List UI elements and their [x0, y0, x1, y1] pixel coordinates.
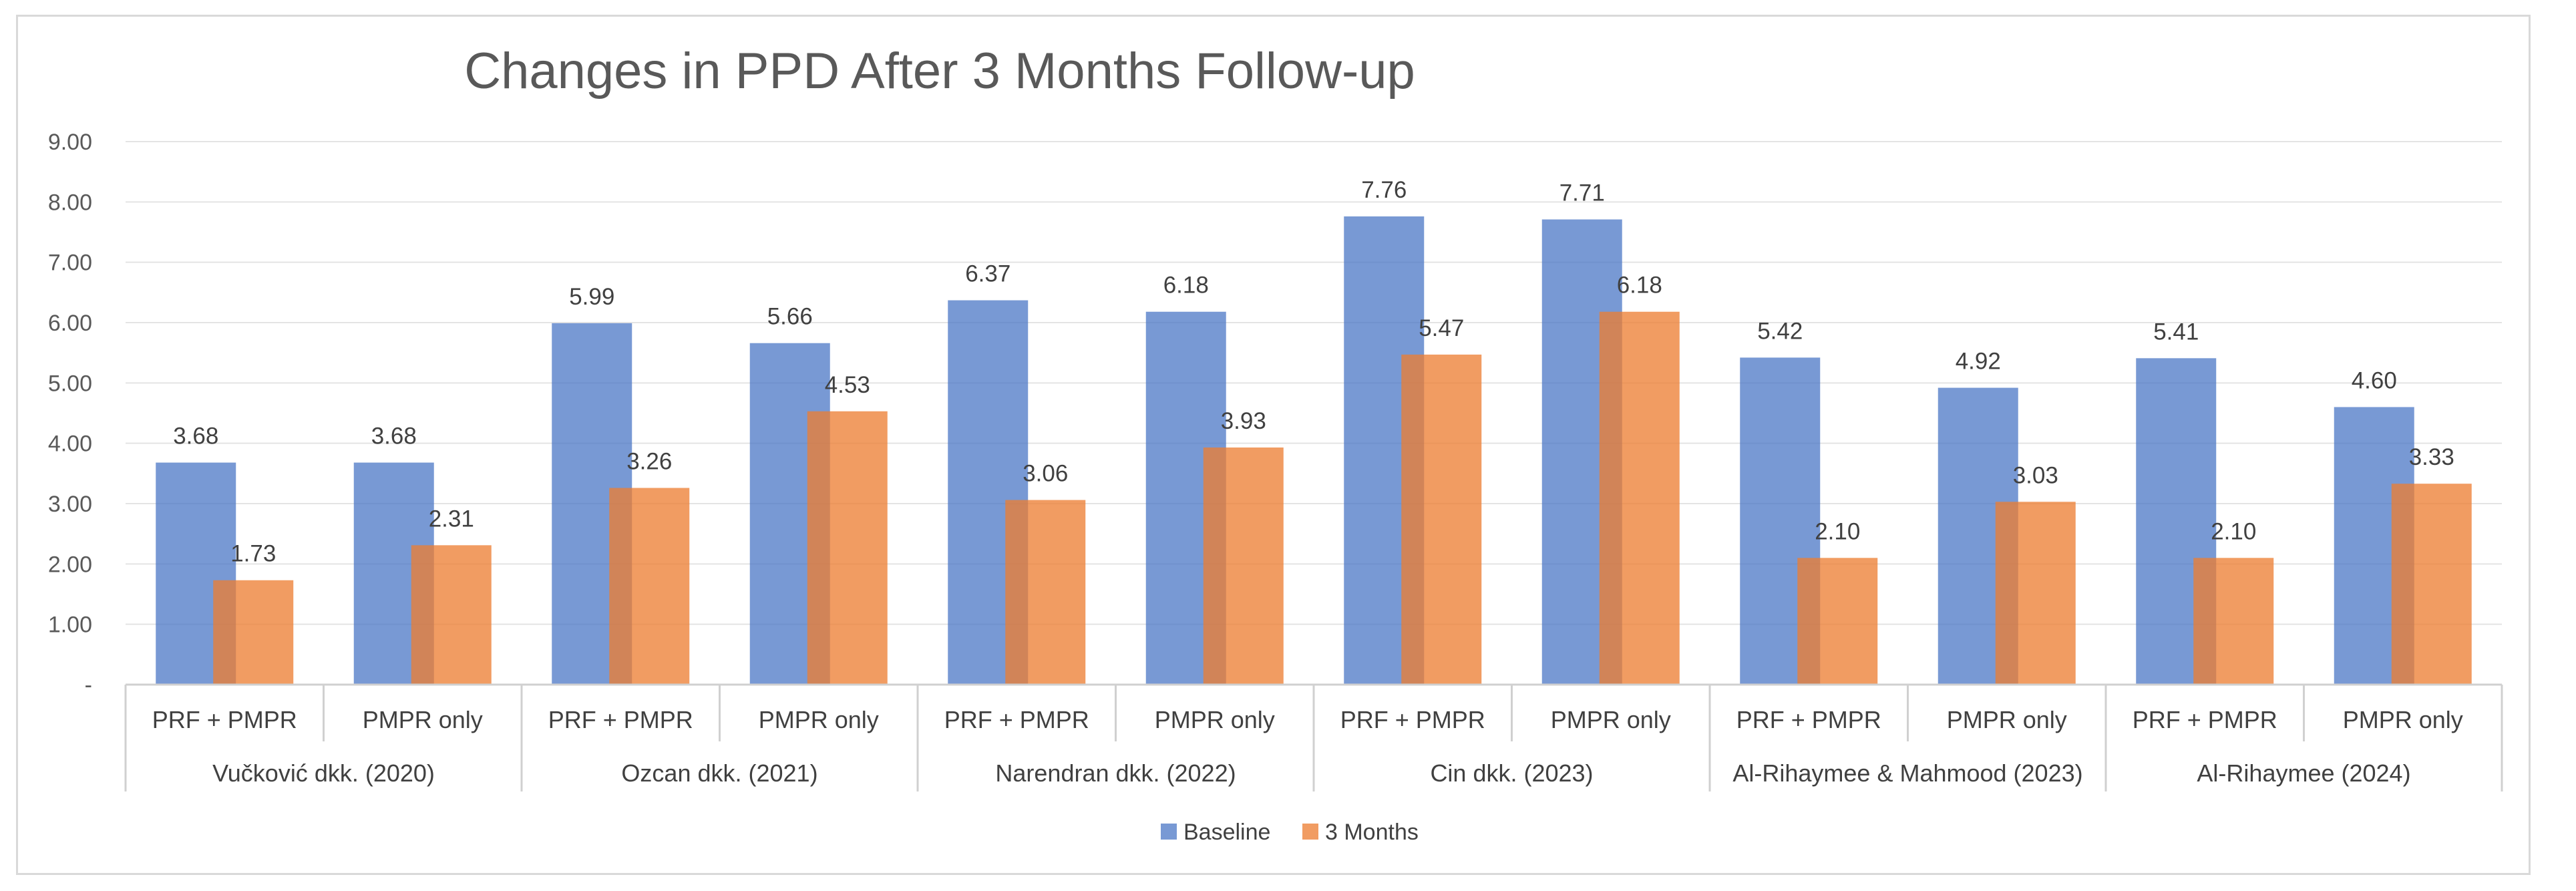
three-months-data-label: 5.47: [1419, 315, 1464, 341]
three-months-bar: [1797, 558, 1878, 685]
three-months-bar: [2193, 558, 2274, 685]
legend-label-baseline: Baseline: [1183, 820, 1270, 845]
three-months-bar: [213, 580, 294, 685]
group-label: Al-Rihaymee & Mahmood (2023): [1732, 759, 2082, 787]
x-axis: PRF + PMPR PMPR only PRF + PMPR PMPR only PR…: [124, 683, 2503, 791]
legend: Baseline 3 Months: [1161, 820, 1419, 845]
y-tick-label: 7.00: [48, 250, 92, 276]
baseline-data-label: 5.66: [767, 304, 813, 330]
category-label: PMPR only: [759, 706, 879, 733]
group-label: Vučković dkk. (2020): [212, 759, 435, 787]
three-months-data-label: 1.73: [230, 541, 276, 567]
baseline-data-label: 5.42: [1757, 318, 1803, 344]
category-label: PMPR only: [1947, 706, 2067, 733]
category-label: PRF + PMPR: [2133, 706, 2277, 733]
three-months-data-label: 3.93: [1221, 408, 1266, 434]
three-months-bar: [1995, 502, 2076, 685]
baseline-data-label: 4.92: [1956, 349, 2001, 375]
three-months-bar: [2391, 484, 2472, 685]
three-months-data-label: 4.53: [825, 372, 870, 398]
category-label: PRF + PMPR: [1736, 706, 1881, 733]
three-months-data-label: 2.10: [1815, 518, 1860, 544]
baseline-data-label: 5.99: [569, 284, 614, 310]
baseline-data-label: 7.71: [1559, 180, 1605, 206]
legend-label-three-months: 3 Months: [1325, 820, 1419, 845]
baseline-data-label: 5.41: [2153, 319, 2199, 345]
category-label: PRF + PMPR: [944, 706, 1089, 733]
three-months-bar: [1599, 311, 1680, 685]
category-label: PRF + PMPR: [1340, 706, 1485, 733]
three-months-data-label: 2.31: [429, 506, 474, 532]
y-tick-label: 2.00: [48, 552, 92, 577]
category-label: PMPR only: [1155, 706, 1275, 733]
y-tick-label: -: [85, 673, 92, 698]
group-label: Cin dkk. (2023): [1430, 759, 1593, 787]
category-label: PRF + PMPR: [548, 706, 693, 733]
three-months-bar: [411, 545, 492, 685]
three-months-data-label: 3.33: [2409, 444, 2454, 470]
group-label: Ozcan dkk. (2021): [621, 759, 817, 787]
three-months-data-label: 3.26: [626, 449, 672, 475]
legend-swatch-three-months: [1302, 824, 1318, 840]
category-label: PRF + PMPR: [152, 706, 297, 733]
three-months-bar: [1401, 354, 1482, 685]
y-tick-label: 4.00: [48, 431, 92, 457]
three-months-data-label: 2.10: [2211, 518, 2256, 544]
category-label: PMPR only: [2343, 706, 2463, 733]
group-label: Al-Rihaymee (2024): [2197, 759, 2410, 787]
y-tick-label: 6.00: [48, 311, 92, 336]
three-months-bar: [609, 488, 690, 685]
group-label: Narendran dkk. (2022): [995, 759, 1236, 787]
data-labels: 3.68 3.68 5.99 5.66 6.37 6.18 7.76 7.71 5.42 4.92…: [173, 177, 2454, 567]
y-tick-label: 8.00: [48, 190, 92, 215]
three-months-data-label: 3.06: [1023, 461, 1068, 487]
y-tick-label: 5.00: [48, 371, 92, 396]
y-tick-label: 9.00: [48, 130, 92, 155]
baseline-data-label: 3.68: [371, 423, 417, 450]
three-months-bar: [807, 411, 888, 685]
three-months-data-label: 3.03: [2013, 462, 2058, 488]
baseline-data-label: 3.68: [173, 423, 218, 450]
bars: [156, 216, 2472, 685]
baseline-data-label: 7.76: [1361, 177, 1407, 203]
chart-frame: [16, 15, 2531, 875]
legend-swatch-baseline: [1161, 824, 1177, 840]
y-tick-label: 1.00: [48, 612, 92, 638]
baseline-data-label: 6.18: [1163, 273, 1209, 299]
three-months-bar: [1203, 447, 1284, 685]
category-label: PMPR only: [1551, 706, 1671, 733]
baseline-data-label: 6.37: [965, 261, 1010, 287]
three-months-bar: [1005, 500, 1086, 685]
gridlines: [126, 141, 2502, 625]
y-axis-ticks: - 1.00 2.00 3.00 4.00 5.00 6.00 7.00 8.00 9.00: [48, 130, 92, 698]
y-tick-label: 3.00: [48, 492, 92, 517]
chart-title: Changes in PPD After 3 Months Follow-up: [464, 43, 1415, 100]
three-months-data-label: 6.18: [1617, 273, 1662, 299]
category-label: PMPR only: [363, 706, 483, 733]
baseline-data-label: 4.60: [2352, 367, 2397, 393]
